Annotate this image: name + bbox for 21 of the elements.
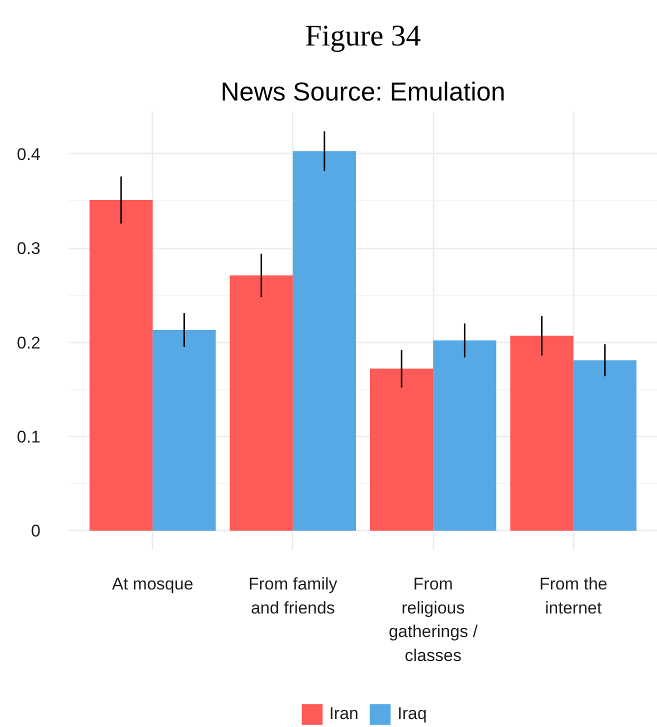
y-tick-label: 0.2 bbox=[16, 333, 41, 352]
legend-label: Iraq bbox=[398, 703, 427, 725]
y-tick-label: 0 bbox=[31, 522, 41, 541]
legend-label: Iran bbox=[329, 703, 358, 725]
x-tick-label: From religious gatherings / classes bbox=[388, 574, 478, 665]
y-tick-label: 0.4 bbox=[16, 144, 41, 164]
y-tick-label: 0.1 bbox=[16, 428, 41, 447]
y-tick-label: 0.3 bbox=[16, 239, 41, 258]
bar bbox=[433, 340, 496, 531]
x-tick-label: From family and friends bbox=[248, 574, 338, 618]
bar bbox=[152, 330, 216, 531]
bar bbox=[573, 360, 636, 531]
bar bbox=[90, 200, 153, 531]
chart-title: News Source: Emulation bbox=[220, 76, 506, 106]
x-tick-label: From the internet bbox=[539, 574, 608, 618]
bar bbox=[292, 151, 356, 531]
bar bbox=[230, 275, 293, 531]
bar bbox=[510, 336, 574, 531]
caption: Figure 34 bbox=[305, 20, 421, 52]
bar bbox=[370, 368, 434, 531]
x-tick-label: At mosque bbox=[112, 574, 194, 594]
